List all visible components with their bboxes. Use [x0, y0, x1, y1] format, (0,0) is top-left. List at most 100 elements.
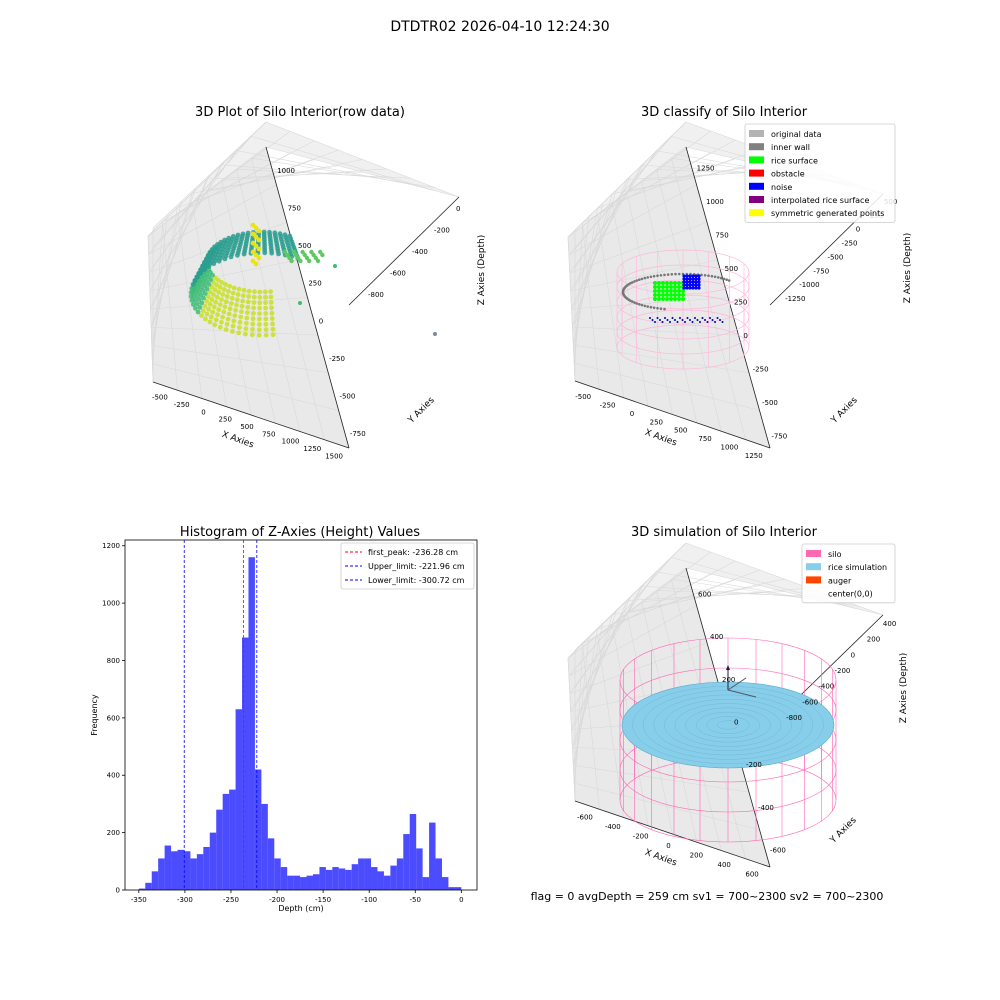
legend-frame — [801, 543, 896, 604]
wall-point — [677, 272, 681, 276]
legend-label: noise — [771, 183, 792, 192]
x-tick-label: -500 — [575, 393, 591, 401]
grid-line — [574, 557, 672, 670]
grid-line — [641, 180, 698, 423]
histogram-bar — [261, 803, 268, 890]
y-tick-label: 0 — [116, 887, 120, 895]
data-point — [263, 311, 269, 316]
histogram-bar — [248, 557, 255, 890]
x-tick-label: 1500 — [325, 452, 343, 460]
legend-label: auger — [828, 576, 852, 585]
y-tick-label: 0 — [734, 719, 738, 727]
data-point — [197, 305, 203, 310]
noise-point — [696, 319, 699, 321]
x-tick-label: 750 — [262, 430, 275, 438]
histogram-bar — [345, 869, 352, 890]
x-tick-label: -150 — [315, 896, 331, 904]
z-tick-label: -1250 — [785, 295, 805, 303]
z-tick-label: -400 — [412, 248, 428, 256]
data-point — [257, 289, 263, 295]
noise-point — [685, 280, 689, 284]
histogram-bar — [196, 854, 204, 890]
rice-point — [673, 281, 677, 285]
floor-pane — [568, 147, 770, 448]
histogram-bar — [422, 877, 430, 890]
data-point — [222, 304, 228, 310]
data-point — [256, 246, 262, 252]
grid-line — [574, 121, 687, 231]
data-point — [205, 294, 211, 299]
data-point — [189, 286, 195, 291]
grid-line — [250, 158, 325, 440]
x-tick-label: 0 — [459, 896, 463, 904]
grid-line — [152, 164, 223, 286]
y-tick-label: -600 — [770, 847, 786, 855]
grid-line — [152, 178, 208, 306]
data-point — [216, 289, 222, 295]
noise-point — [685, 286, 689, 290]
histogram-bar — [338, 868, 346, 890]
noise-point — [697, 280, 701, 284]
data-point — [188, 294, 194, 299]
z-tick-label: 0 — [456, 205, 460, 213]
data-point — [204, 311, 210, 317]
x-tick-label: -250 — [174, 401, 190, 409]
legend-label: center(0,0) — [828, 590, 873, 599]
histogram-bar — [441, 877, 449, 890]
grid-line — [656, 169, 722, 432]
legend-swatch — [749, 156, 764, 164]
raw-3d-x-label: X Axies — [220, 430, 255, 451]
z-tick-label: 0 — [851, 651, 855, 659]
x-tick-label: 200 — [690, 851, 703, 859]
noise-point — [697, 274, 701, 278]
data-point — [268, 294, 274, 300]
noise-point — [671, 317, 674, 319]
legend-label: rice simulation — [828, 563, 887, 572]
histogram-bar — [358, 858, 365, 890]
data-point — [228, 301, 234, 306]
z-tick-label: -600 — [802, 698, 818, 706]
wall-point — [717, 276, 720, 279]
wall-point — [633, 280, 636, 283]
y-tick-label: -250 — [753, 365, 769, 373]
data-point — [263, 316, 269, 322]
y-tick-label: 200 — [107, 829, 120, 837]
grid-line — [569, 642, 708, 695]
data-point — [212, 287, 218, 293]
x-tick-label: -250 — [600, 402, 616, 410]
grid-line — [221, 168, 387, 181]
data-point — [220, 292, 226, 297]
z-tick-label: -200 — [835, 667, 851, 675]
grid-line — [265, 146, 460, 198]
rice-mesh — [685, 707, 771, 743]
legend-frame — [340, 542, 475, 590]
data-point — [226, 311, 232, 317]
rice-point — [677, 297, 681, 301]
noise-point — [674, 319, 676, 321]
x-tick-label: 400 — [718, 861, 731, 869]
data-point — [268, 300, 274, 305]
noise-point — [694, 286, 698, 290]
data-point — [236, 286, 242, 292]
wall-point — [649, 275, 653, 279]
grid-line — [567, 567, 687, 659]
noise-point — [682, 280, 686, 284]
rice-mesh — [664, 699, 792, 752]
histogram-x-ticks: -350 -300 -250 -200 -150 -100 -50 0 — [131, 890, 464, 904]
wall-point — [703, 274, 707, 277]
rice-point — [669, 285, 673, 289]
rice-point — [673, 297, 677, 301]
data-point — [249, 332, 255, 338]
data-point — [244, 320, 249, 326]
histogram-bar — [287, 875, 294, 890]
data-point — [250, 327, 255, 332]
rice-point — [665, 293, 669, 297]
histogram-plot-frame — [124, 539, 478, 891]
grid-line — [574, 585, 643, 707]
data-point — [190, 302, 196, 307]
y-tick-label: 1000 — [277, 167, 295, 175]
data-point — [251, 294, 257, 300]
grid-line — [574, 542, 687, 651]
noise-point — [656, 317, 659, 319]
data-point — [263, 294, 268, 300]
